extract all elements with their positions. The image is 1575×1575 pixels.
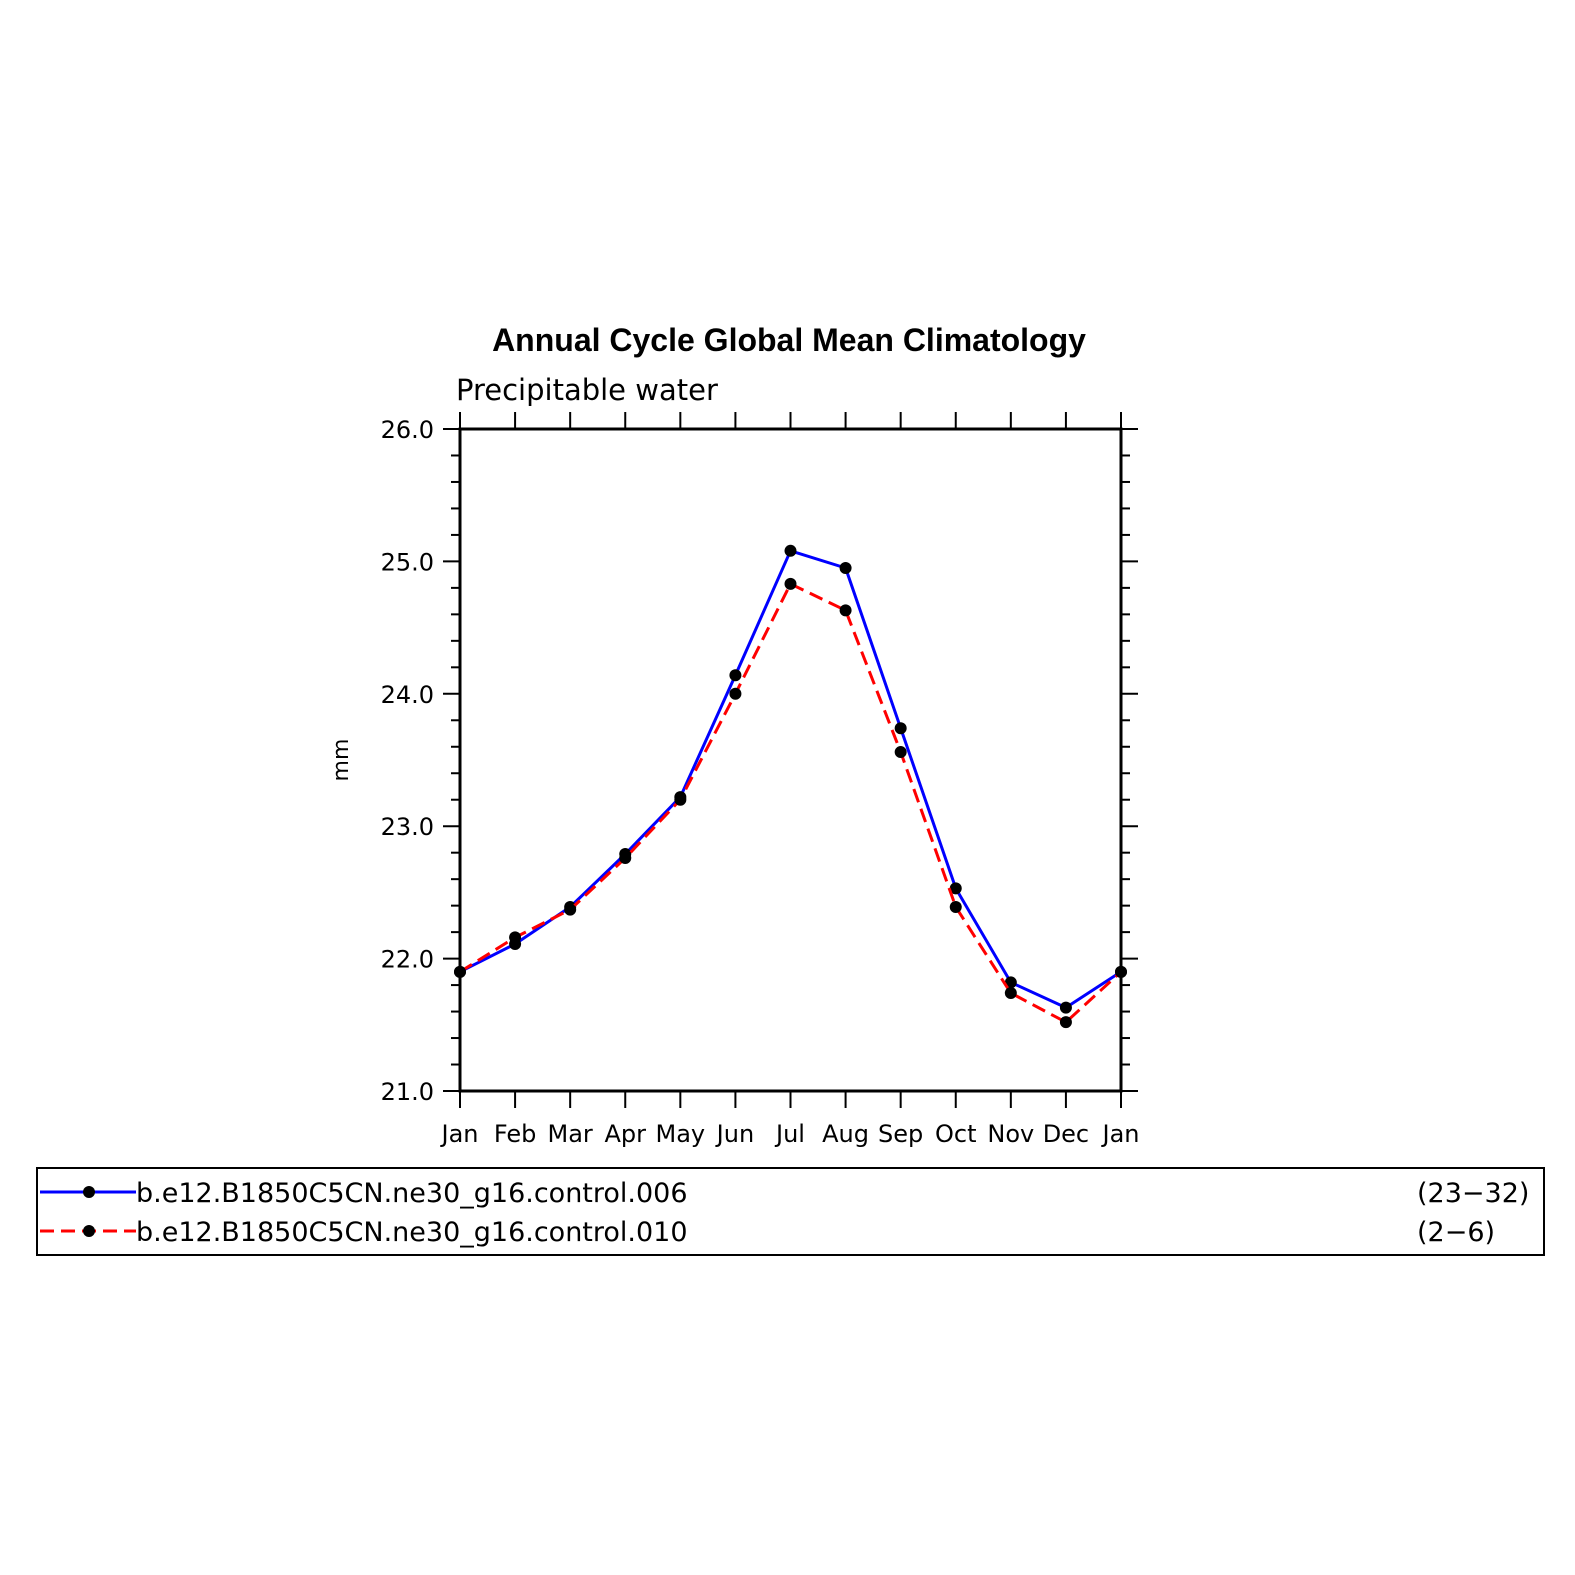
x-tick-label: Nov <box>987 1120 1034 1148</box>
y-tick-label: 24.0 <box>381 681 434 709</box>
plot-border <box>458 427 1123 1093</box>
series-layer <box>454 544 1127 1029</box>
data-point <box>1004 976 1017 989</box>
x-tick-label: Feb <box>494 1120 537 1148</box>
x-tick-label: Dec <box>1043 1120 1089 1148</box>
data-point <box>1115 965 1127 978</box>
x-tick-label: Sep <box>878 1120 923 1148</box>
series-line <box>459 582 1123 1024</box>
data-point <box>839 562 852 575</box>
data-point <box>1004 987 1017 1000</box>
x-tick-label: Jan <box>440 1120 479 1148</box>
data-point <box>949 900 962 913</box>
data-point <box>674 793 687 806</box>
data-point <box>729 687 742 700</box>
y-tick-label: 22.0 <box>381 946 434 974</box>
data-point <box>729 669 742 682</box>
x-tick-label: Jun <box>715 1120 755 1148</box>
y-tick-label: 23.0 <box>381 813 434 841</box>
chart-subtitle: Precipitable water <box>456 373 718 407</box>
legend-marker <box>83 1186 95 1198</box>
data-point <box>784 577 797 590</box>
x-tick-label: Oct <box>935 1120 977 1148</box>
data-point <box>1059 1001 1072 1014</box>
series-1 <box>454 544 1127 1014</box>
x-tick-label: Jul <box>774 1120 805 1148</box>
data-point <box>894 746 907 759</box>
legend-label: b.e12.B1850C5CN.ne30_g16.control.006 <box>136 1178 688 1209</box>
legend-label: b.e12.B1850C5CN.ne30_g16.control.010 <box>136 1217 688 1248</box>
y-tick-label: 26.0 <box>381 416 434 444</box>
data-point <box>894 722 907 735</box>
y-tick-label: 21.0 <box>381 1078 434 1106</box>
data-point <box>839 604 852 617</box>
series-2 <box>454 577 1127 1029</box>
data-point <box>1059 1016 1072 1029</box>
legend: b.e12.B1850C5CN.ne30_g16.control.006 (23−… <box>36 1167 1545 1256</box>
series-line <box>459 549 1122 1010</box>
x-tick-label: Mar <box>548 1120 593 1148</box>
data-point <box>454 965 466 978</box>
x-tick-label: May <box>656 1120 706 1148</box>
x-tick-label: Apr <box>604 1120 646 1148</box>
data-point <box>619 851 632 864</box>
y-tick-label: 25.0 <box>381 548 434 576</box>
data-point <box>509 931 522 944</box>
legend-box <box>36 1167 1545 1256</box>
plot-frame: Jan Feb Mar Apr May Jun Jul Aug Sep Oct Nov Dec Jan2… <box>381 412 1140 1148</box>
x-tick-label: Jan <box>1101 1120 1140 1148</box>
data-point <box>564 903 577 916</box>
x-tick-label: Aug <box>822 1120 869 1148</box>
y-axis-label: mm <box>329 739 354 782</box>
data-point <box>949 882 962 895</box>
chart-title: Annual Cycle Global Mean Climatology <box>492 322 1086 358</box>
data-point <box>784 544 797 557</box>
legend-years: (2−6) <box>1417 1217 1495 1248</box>
legend-years: (23−32) <box>1417 1178 1529 1209</box>
legend-marker <box>83 1225 95 1237</box>
